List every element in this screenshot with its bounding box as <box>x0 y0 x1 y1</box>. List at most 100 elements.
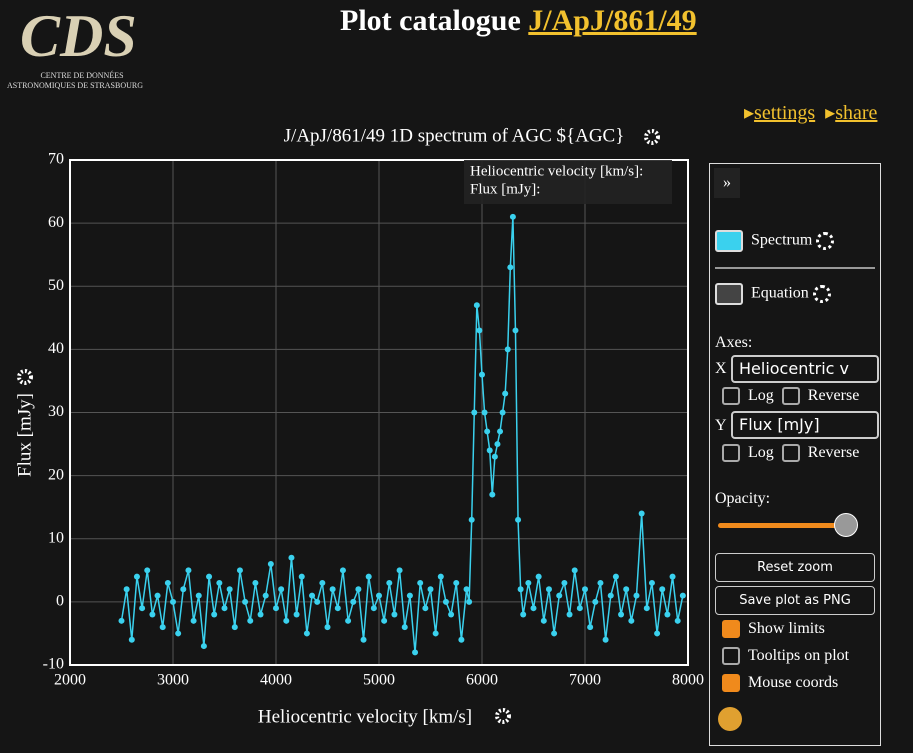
series-entry[interactable]: Equation <box>715 283 831 305</box>
data-point <box>525 579 532 586</box>
data-point <box>507 264 514 271</box>
data-point <box>144 567 151 574</box>
tooltip-text: Flux [mJy]: <box>470 181 540 197</box>
data-point <box>494 441 501 448</box>
data-point <box>674 617 681 624</box>
data-point <box>257 611 264 618</box>
data-point <box>288 554 295 561</box>
reset-button[interactable]: Reset zoom <box>715 553 875 582</box>
data-point <box>206 573 213 580</box>
data-point <box>463 586 470 593</box>
option-label[interactable]: Log <box>748 387 774 404</box>
data-point <box>545 586 552 593</box>
data-point <box>365 573 372 580</box>
data-point <box>530 605 537 612</box>
data-point <box>350 598 357 605</box>
check-row[interactable]: Show limits <box>722 620 825 639</box>
data-point <box>633 592 640 599</box>
select-text: Flux [mJy] <box>739 415 820 434</box>
option-label[interactable]: Log <box>748 444 774 461</box>
y-tick-label: 70 <box>48 151 64 168</box>
data-point <box>406 592 413 599</box>
data-point <box>190 617 197 624</box>
data-point <box>360 636 367 643</box>
data-point <box>386 579 393 586</box>
data-point <box>442 598 449 605</box>
x-axis-label: Heliocentric velocity [km/s] <box>258 706 472 727</box>
data-point <box>118 617 125 624</box>
data-point <box>123 586 130 593</box>
data-point <box>669 573 676 580</box>
check-label: Show limits <box>748 620 825 637</box>
data-point <box>481 409 488 416</box>
data-point <box>339 567 346 574</box>
option-label[interactable]: Reverse <box>807 387 860 404</box>
data-point <box>329 586 336 593</box>
data-point <box>582 586 588 593</box>
data-point <box>370 605 377 612</box>
y-options: Log Reverse <box>722 444 860 463</box>
toggle-button[interactable]: » <box>714 168 740 198</box>
opacity-slider[interactable] <box>718 523 843 528</box>
data-point <box>412 649 419 656</box>
data-point <box>242 598 249 605</box>
y-tick-label: 20 <box>48 466 64 483</box>
data-point <box>345 617 352 624</box>
slider-thumb[interactable] <box>834 513 858 537</box>
data-point <box>396 567 403 574</box>
logo: CDS <box>20 3 137 69</box>
data-point <box>298 573 305 580</box>
data-point <box>278 586 285 593</box>
data-point <box>497 428 504 435</box>
data-point <box>381 617 388 624</box>
data-point <box>422 605 429 612</box>
data-point <box>154 592 161 599</box>
share-link[interactable]: share <box>835 102 878 124</box>
help-icon[interactable] <box>718 707 742 731</box>
settings-link[interactable]: settings <box>754 102 816 124</box>
data-point <box>252 579 259 586</box>
data-point <box>648 579 655 586</box>
data-point <box>664 611 671 618</box>
data-point <box>556 592 563 599</box>
save-button[interactable]: Save plot as PNG <box>715 586 875 615</box>
data-point <box>139 605 146 612</box>
data-point <box>391 611 398 618</box>
data-point <box>489 491 496 498</box>
series-entry[interactable]: Spectrum <box>715 230 835 252</box>
gear-icon[interactable] <box>17 369 33 385</box>
data-point <box>283 617 290 624</box>
option-label[interactable]: Reverse <box>807 444 860 461</box>
data-point <box>512 327 519 334</box>
data-point <box>471 409 478 416</box>
gear-icon[interactable] <box>644 129 660 145</box>
data-point <box>159 624 166 631</box>
data-point <box>499 409 506 416</box>
catalogue-link[interactable]: J/ApJ/861/49 <box>528 4 697 37</box>
data-point <box>293 611 300 618</box>
data-point <box>484 428 491 435</box>
data-point <box>566 611 573 618</box>
check-row[interactable]: Tooltips on plot <box>722 647 849 666</box>
select-text: Heliocentric v <box>739 359 849 378</box>
data-point <box>324 624 331 631</box>
opacity-label: Opacity: <box>715 490 771 507</box>
y-select[interactable]: Flux [mJy] <box>731 411 879 439</box>
data-point <box>453 579 460 586</box>
x-select[interactable]: Heliocentric v <box>731 355 879 383</box>
data-point <box>476 327 483 334</box>
x-tick-label: 8000 <box>672 672 704 689</box>
data-point <box>185 567 192 574</box>
y-tick-label: 30 <box>48 403 64 420</box>
check-row[interactable]: Mouse coords <box>722 674 838 693</box>
x-tick-label: 2000 <box>54 672 86 689</box>
data-point <box>571 567 578 574</box>
data-point <box>133 573 140 580</box>
gear-icon[interactable] <box>495 708 511 724</box>
data-point <box>517 586 524 593</box>
data-point <box>427 586 434 593</box>
y-tick-label: 0 <box>56 593 64 610</box>
data-point <box>466 598 473 605</box>
data-point <box>504 346 511 353</box>
